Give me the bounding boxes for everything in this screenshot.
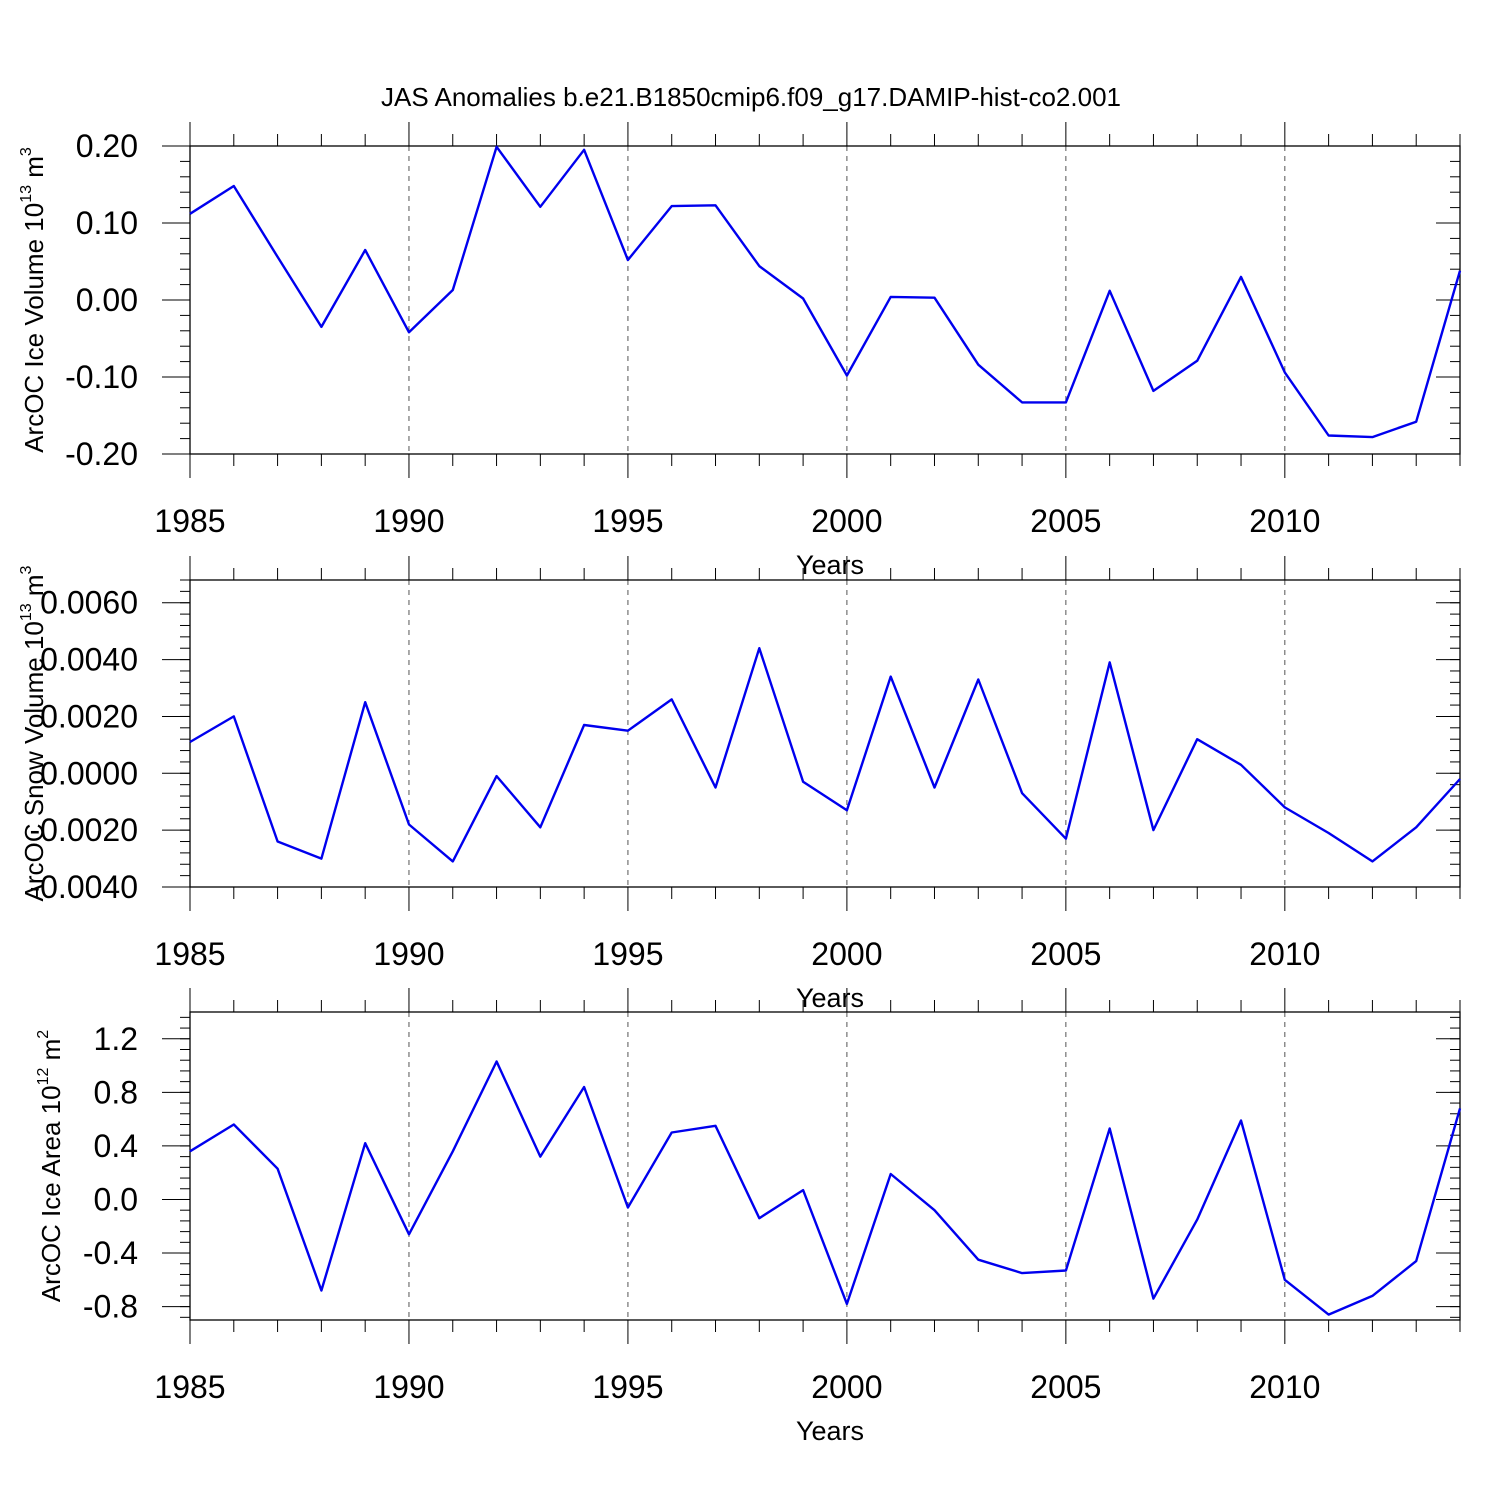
chart-title: JAS Anomalies b.e21.B1850cmip6.f09_g17.D…: [381, 82, 1121, 112]
series-line: [189, 647, 1461, 863]
y-tick-label: -0.20: [65, 436, 138, 472]
y-tick-label: 0.0020: [40, 698, 138, 734]
plot-frame: [189, 579, 1461, 888]
plot-frame: [189, 1011, 1461, 1321]
y-tick-label: -0.8: [83, 1289, 138, 1325]
x-tick-label: 2010: [1249, 1369, 1320, 1405]
x-tick-label: 1990: [373, 936, 444, 972]
x-tick-label: 1985: [154, 503, 225, 539]
x-tick-label: 1990: [373, 1369, 444, 1405]
x-tick-label: 2010: [1249, 936, 1320, 972]
y-tick-label: 0.0040: [40, 642, 138, 678]
x-tick-label: 1995: [592, 503, 663, 539]
y-tick-label: 0.8: [94, 1074, 138, 1110]
x-tick-label: 2000: [811, 1369, 882, 1405]
x-tick-label: 2005: [1030, 936, 1101, 972]
series-line: [189, 145, 1462, 439]
x-tick-label: 2000: [811, 936, 882, 972]
x-tick-label: 1990: [373, 503, 444, 539]
y-axis-label: ArcOC Ice Volume 1013 m3: [18, 147, 49, 453]
x-tick-label: 2005: [1030, 1369, 1101, 1405]
y-tick-label: 0.00: [76, 282, 138, 318]
y-tick-label: 0.10: [76, 205, 138, 241]
y-axis-label: ArcOC Snow Volume 1013 m3: [18, 565, 49, 901]
x-axis-label: Years: [796, 983, 864, 1013]
y-tick-label: 0.20: [76, 128, 138, 164]
panel-1: 1985 1990 1995 2000 2005 2010 Years -0.20 -0.10 0…: [18, 122, 1462, 580]
x-tick-label: 1995: [592, 936, 663, 972]
series-line: [189, 1060, 1462, 1316]
x-axis-label: Years: [796, 1416, 864, 1446]
x-tick-label: 2000: [811, 503, 882, 539]
y-tick-label: 0.4: [94, 1128, 138, 1164]
x-axis-label: Years: [796, 550, 864, 580]
x-tick-label: 1985: [154, 1369, 225, 1405]
x-tick-label: 1985: [154, 936, 225, 972]
x-tick-label: 2005: [1030, 503, 1101, 539]
plot-frame: [189, 145, 1461, 455]
y-tick-label: -0.10: [65, 359, 138, 395]
y-tick-label: 0.0000: [40, 755, 138, 791]
y-tick-label: 0.0060: [40, 585, 138, 621]
y-axis-label: ArcOC Ice Area 1012 m2: [35, 1030, 66, 1302]
y-tick-label: -0.0040: [29, 869, 138, 905]
y-tick-label: 0.0: [94, 1181, 138, 1217]
y-tick-label: -0.0020: [29, 812, 138, 848]
y-tick-label: 1.2: [94, 1021, 138, 1057]
panel-3: 1985 1990 1995 2000 2005 2010 Years -0.8 -0.4 0.0…: [35, 988, 1462, 1446]
panel-2: 1985 1990 1995 2000 2005 2010 Years -0.0040 -0.0…: [18, 556, 1461, 1013]
x-tick-label: 1995: [592, 1369, 663, 1405]
y-tick-label: -0.4: [83, 1235, 138, 1271]
x-tick-label: 2010: [1249, 503, 1320, 539]
